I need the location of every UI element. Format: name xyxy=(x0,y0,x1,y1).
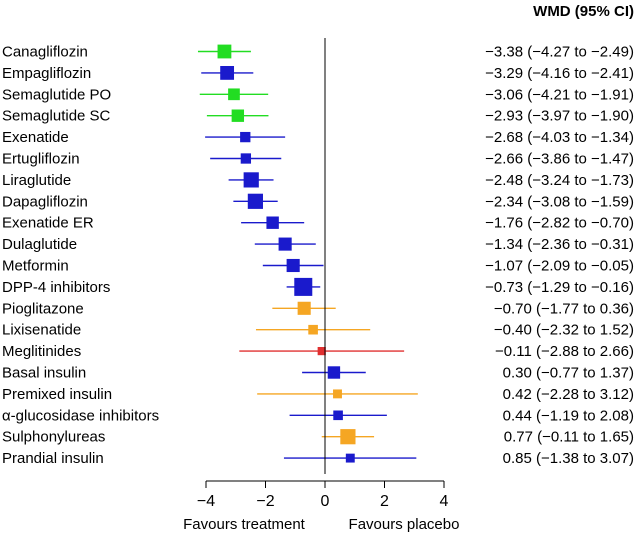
forest-row-dpp-4-inhibitors: DPP-4 inhibitors −0.73 (−1.29 to −0.16) xyxy=(2,277,634,296)
x-tick-label: 0 xyxy=(321,493,330,510)
ci-value-text: 0.77 (−0.11 to 1.65) xyxy=(504,429,634,446)
forest-row-semaglutide-po: Semaglutide PO −3.06 (−4.21 to −1.91) xyxy=(2,86,634,103)
forest-row-dulaglutide: Dulaglutide −1.34 (−2.36 to −0.31) xyxy=(2,236,634,253)
point-estimate-marker xyxy=(231,109,245,122)
row-label: Dapagliflozin xyxy=(2,193,88,210)
point-estimate-marker xyxy=(266,216,279,229)
ci-value-text: −0.70 (−1.77 to 0.36) xyxy=(494,300,634,317)
x-tick-label: 2 xyxy=(380,493,389,510)
forest-row-prandial-insulin: Prandial insulin 0.85 (−1.38 to 3.07) xyxy=(2,450,634,467)
ci-value-text: −0.73 (−1.29 to −0.16) xyxy=(485,279,634,296)
point-estimate-marker xyxy=(327,366,341,379)
point-estimate-marker xyxy=(294,277,313,296)
x-tick-label: 4 xyxy=(440,493,449,510)
row-label: Premixed insulin xyxy=(2,386,112,403)
point-estimate-marker xyxy=(317,347,326,356)
forest-row-dapagliflozin: Dapagliflozin −2.34 (−3.08 to −1.59) xyxy=(2,193,634,210)
forest-row-exenatide: Exenatide −2.68 (−4.03 to −1.34) xyxy=(2,129,634,146)
ci-value-text: −0.40 (−2.32 to 1.52) xyxy=(494,322,634,339)
ci-value-text: −1.07 (−2.09 to −0.05) xyxy=(485,258,634,275)
row-label: Meglitinides xyxy=(2,343,81,360)
ci-value-text: −1.76 (−2.82 to −0.70) xyxy=(485,215,634,232)
point-estimate-marker xyxy=(217,44,232,59)
ci-value-text: −3.06 (−4.21 to −1.91) xyxy=(485,86,634,103)
row-label: Canagliflozin xyxy=(2,44,88,61)
forest-row-exenatide-er: Exenatide ER −1.76 (−2.82 to −0.70) xyxy=(2,215,634,232)
x-tick-label: −2 xyxy=(256,493,274,510)
row-label: Dulaglutide xyxy=(2,236,77,253)
forest-row-sulphonylureas: Sulphonylureas 0.77 (−0.11 to 1.65) xyxy=(2,429,634,446)
forest-row-meglitinides: Meglitinides −0.11 (−2.88 to 2.66) xyxy=(2,343,634,360)
forest-row-ertugliflozin: Ertugliflozin −2.66 (−3.86 to −1.47) xyxy=(2,151,634,168)
point-estimate-marker xyxy=(286,258,300,273)
x-axis: −4 −2 0 2 4 xyxy=(197,480,449,510)
point-estimate-marker xyxy=(340,429,356,445)
row-label: Pioglitazone xyxy=(2,300,84,317)
forest-row-semaglutide-sc: Semaglutide SC −2.93 (−3.97 to −1.90) xyxy=(2,108,634,125)
ci-value-text: −3.38 (−4.27 to −2.49) xyxy=(485,44,634,61)
point-estimate-marker xyxy=(247,193,263,209)
ci-value-text: −3.29 (−4.16 to −2.41) xyxy=(485,65,634,82)
ci-value-text: −2.93 (−3.97 to −1.90) xyxy=(485,108,634,125)
point-estimate-marker xyxy=(297,301,311,315)
ci-value-text: 0.42 (−2.28 to 3.12) xyxy=(503,386,634,403)
forest-rows: Canagliflozin −3.38 (−4.27 to −2.49) Empag… xyxy=(2,44,634,468)
ci-value-text: 0.30 (−0.77 to 1.37) xyxy=(503,365,634,382)
row-label: Exenatide ER xyxy=(2,215,94,232)
row-label: Sulphonylureas xyxy=(2,429,105,446)
forest-row-glucosidase-inhibitors: α-glucosidase inhibitors 0.44 (−1.19 to 2… xyxy=(2,407,634,424)
ci-value-text: −2.68 (−4.03 to −1.34) xyxy=(485,129,634,146)
forest-row-pioglitazone: Pioglitazone −0.70 (−1.77 to 0.36) xyxy=(2,300,634,317)
row-label: Liraglutide xyxy=(2,172,71,189)
point-estimate-marker xyxy=(228,88,240,101)
favours-placebo-label: Favours placebo xyxy=(349,516,460,533)
ci-value-text: −2.66 (−3.86 to −1.47) xyxy=(485,151,634,168)
row-label: DPP-4 inhibitors xyxy=(2,279,110,296)
forest-row-metformin: Metformin −1.07 (−2.09 to −0.05) xyxy=(2,258,634,275)
effect-column-header: WMD (95% CI) xyxy=(533,3,634,20)
ci-value-text: −2.48 (−3.24 to −1.73) xyxy=(485,172,634,189)
favours-treatment-label: Favours treatment xyxy=(183,516,306,533)
forest-row-premixed-insulin: Premixed insulin 0.42 (−2.28 to 3.12) xyxy=(2,386,634,403)
ci-value-text: −2.34 (−3.08 to −1.59) xyxy=(485,193,634,210)
ci-value-text: −1.34 (−2.36 to −0.31) xyxy=(485,236,634,253)
row-label: Empagliflozin xyxy=(2,65,91,82)
forest-row-canagliflozin: Canagliflozin −3.38 (−4.27 to −2.49) xyxy=(2,44,634,61)
row-label: Prandial insulin xyxy=(2,450,104,467)
point-estimate-marker xyxy=(333,410,343,421)
x-tick-label: −4 xyxy=(197,493,215,510)
point-estimate-marker xyxy=(240,153,252,164)
point-estimate-marker xyxy=(308,324,318,335)
forest-row-liraglutide: Liraglutide −2.48 (−3.24 to −1.73) xyxy=(2,172,634,189)
ci-value-text: 0.44 (−1.19 to 2.08) xyxy=(503,407,634,424)
row-label: Semaglutide PO xyxy=(2,86,111,103)
point-estimate-marker xyxy=(278,237,292,251)
point-estimate-marker xyxy=(243,172,259,188)
forest-row-lixisenatide: Lixisenatide −0.40 (−2.32 to 1.52) xyxy=(2,322,634,339)
forest-row-basal-insulin: Basal insulin 0.30 (−0.77 to 1.37) xyxy=(2,365,634,382)
point-estimate-marker xyxy=(333,389,342,399)
row-label: Ertugliflozin xyxy=(2,151,80,168)
point-estimate-marker xyxy=(240,131,251,143)
row-label: Lixisenatide xyxy=(2,322,81,339)
row-label: Exenatide xyxy=(2,129,69,146)
row-label: α-glucosidase inhibitors xyxy=(2,407,159,424)
forest-row-empagliflozin: Empagliflozin −3.29 (−4.16 to −2.41) xyxy=(2,65,634,82)
point-estimate-marker xyxy=(345,453,355,463)
ci-value-text: −0.11 (−2.88 to 2.66) xyxy=(495,343,634,360)
row-label: Semaglutide SC xyxy=(2,108,111,125)
ci-value-text: 0.85 (−1.38 to 3.07) xyxy=(503,450,634,467)
row-label: Basal insulin xyxy=(2,365,86,382)
row-label: Metformin xyxy=(2,258,69,275)
point-estimate-marker xyxy=(220,66,235,80)
